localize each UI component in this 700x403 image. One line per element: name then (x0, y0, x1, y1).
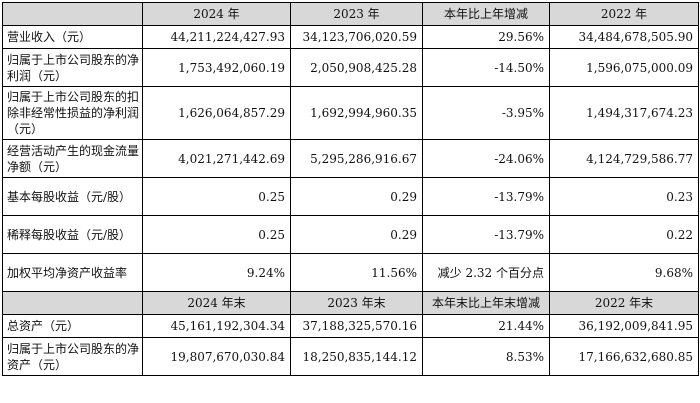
header-cell-2024-end: 2024 年末 (142, 291, 291, 315)
row-label: 加权平均净资产收益率 (2, 253, 143, 292)
header-cell-2024: 2024 年 (142, 2, 291, 26)
table-row-net-profit-recurring: 归属于上市公司股东的扣除非经常性损益的净利润（元） 1,626,064,857.… (2, 86, 699, 140)
cell-2022: 9.68% (549, 253, 699, 292)
table-row-total-assets: 总资产（元） 45,161,192,304.34 37,188,325,570.… (2, 314, 699, 338)
cell-change: -14.50% (422, 48, 550, 87)
row-label: 归属于上市公司股东的扣除非经常性损益的净利润（元） (2, 86, 143, 140)
header-cell-2022: 2022 年 (549, 2, 699, 26)
cell-change: -3.95% (422, 86, 550, 140)
cell-2024: 1,753,492,060.19 (142, 48, 291, 87)
cell-2023: 18,250,835,144.12 (290, 337, 423, 376)
table-row-diluted-eps: 稀释每股收益（元/股） 0.25 0.29 -13.79% 0.22 (2, 215, 699, 254)
row-label: 总资产（元） (2, 314, 143, 338)
cell-2022: 0.22 (549, 215, 699, 254)
financial-summary-table: 2024 年 2023 年 本年比上年增减 2022 年 营业收入（元） 44,… (2, 2, 699, 376)
financial-table-container: 2024 年 2023 年 本年比上年增减 2022 年 营业收入（元） 44,… (2, 2, 699, 376)
cell-2022: 1,596,075,000.09 (549, 48, 699, 87)
cell-2022: 0.23 (549, 177, 699, 216)
row-label: 经营活动产生的现金流量净额（元） (2, 139, 143, 178)
cell-2024: 0.25 (142, 177, 291, 216)
cell-2023: 37,188,325,570.16 (290, 314, 423, 338)
cell-2024: 4,021,271,442.69 (142, 139, 291, 178)
cell-2024: 45,161,192,304.34 (142, 314, 291, 338)
row-label: 归属于上市公司股东的净利润（元） (2, 48, 143, 87)
cell-2023: 34,123,706,020.59 (290, 25, 423, 49)
cell-2024: 1,626,064,857.29 (142, 86, 291, 140)
cell-2022: 17,166,632,680.85 (549, 337, 699, 376)
cell-2024: 19,807,670,030.84 (142, 337, 291, 376)
table-row-operating-cash-flow: 经营活动产生的现金流量净额（元） 4,021,271,442.69 5,295,… (2, 139, 699, 178)
cell-2022: 36,192,009,841.95 (549, 314, 699, 338)
header-cell-blank (2, 291, 143, 315)
table-row-weighted-roe: 加权平均净资产收益率 9.24% 11.56% 减少 2.32 个百分点 9.6… (2, 253, 699, 292)
cell-2022: 1,494,317,674.23 (549, 86, 699, 140)
header-cell-2022-end: 2022 年末 (549, 291, 699, 315)
row-label: 基本每股收益（元/股） (2, 177, 143, 216)
table-row-revenue: 营业收入（元） 44,211,224,427.93 34,123,706,020… (2, 25, 699, 49)
cell-change: 29.56% (422, 25, 550, 49)
cell-change: -13.79% (422, 215, 550, 254)
row-label: 营业收入（元） (2, 25, 143, 49)
cell-2024: 44,211,224,427.93 (142, 25, 291, 49)
cell-change: -24.06% (422, 139, 550, 178)
cell-change: 8.53% (422, 337, 550, 376)
cell-2023: 0.29 (290, 215, 423, 254)
cell-2022: 4,124,729,586.77 (549, 139, 699, 178)
table-row-net-profit: 归属于上市公司股东的净利润（元） 1,753,492,060.19 2,050,… (2, 48, 699, 87)
header-cell-change-end: 本年末比上年末增减 (422, 291, 550, 315)
cell-change: 减少 2.32 个百分点 (422, 253, 550, 292)
header-cell-change: 本年比上年增减 (422, 2, 550, 26)
row-label: 稀释每股收益（元/股） (2, 215, 143, 254)
cell-2023: 0.29 (290, 177, 423, 216)
cell-2024: 0.25 (142, 215, 291, 254)
header-cell-2023-end: 2023 年末 (290, 291, 423, 315)
row-label: 归属于上市公司股东的净资产（元） (2, 337, 143, 376)
cell-change: 21.44% (422, 314, 550, 338)
cell-2024: 9.24% (142, 253, 291, 292)
cell-2023: 5,295,286,916.67 (290, 139, 423, 178)
cell-2023: 1,692,994,960.35 (290, 86, 423, 140)
table-header-row-year-end: 2024 年末 2023 年末 本年末比上年末增减 2022 年末 (2, 291, 699, 315)
cell-2023: 2,050,908,425.28 (290, 48, 423, 87)
header-cell-2023: 2023 年 (290, 2, 423, 26)
header-cell-blank (2, 2, 143, 26)
cell-2023: 11.56% (290, 253, 423, 292)
table-header-row-annual: 2024 年 2023 年 本年比上年增减 2022 年 (2, 2, 699, 26)
table-row-basic-eps: 基本每股收益（元/股） 0.25 0.29 -13.79% 0.23 (2, 177, 699, 216)
table-row-net-assets: 归属于上市公司股东的净资产（元） 19,807,670,030.84 18,25… (2, 337, 699, 376)
cell-change: -13.79% (422, 177, 550, 216)
cell-2022: 34,484,678,505.90 (549, 25, 699, 49)
